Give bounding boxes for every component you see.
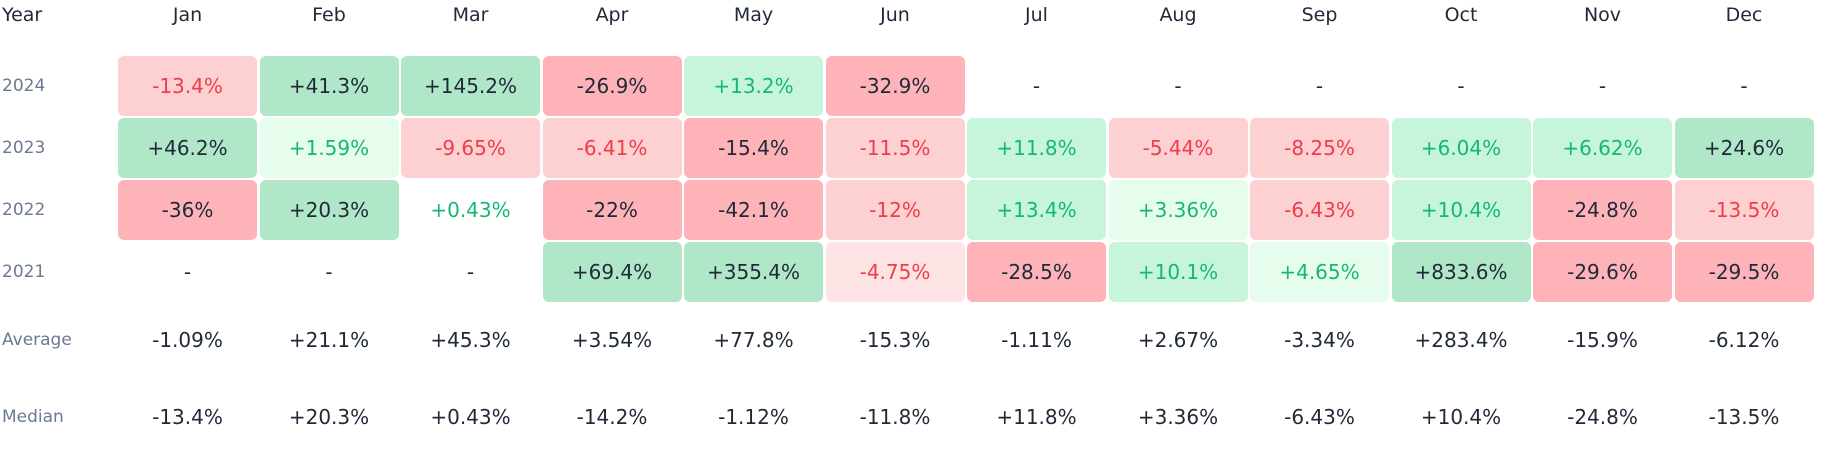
year-label-2023: 2023 bbox=[2, 138, 46, 158]
average-value: +2.67% bbox=[1137, 328, 1219, 352]
median-value: +10.4% bbox=[1420, 405, 1502, 429]
year-label-2022: 2022 bbox=[2, 200, 46, 220]
month-header-may: May bbox=[733, 4, 774, 26]
average-value: -1.09% bbox=[152, 328, 223, 352]
return-cell: -6.43% bbox=[1250, 180, 1389, 240]
return-cell: +145.2% bbox=[401, 56, 540, 116]
month-header-sep: Sep bbox=[1301, 4, 1338, 26]
month-header-mar: Mar bbox=[452, 4, 489, 26]
return-cell: +4.65% bbox=[1250, 242, 1389, 302]
month-header-apr: Apr bbox=[595, 4, 629, 26]
return-cell: - bbox=[1598, 74, 1607, 98]
return-cell: -29.6% bbox=[1533, 242, 1672, 302]
year-column-header: Year bbox=[2, 4, 43, 26]
median-value: -13.5% bbox=[1708, 405, 1780, 429]
return-cell: -32.9% bbox=[825, 56, 965, 116]
return-cell: -22% bbox=[542, 180, 682, 240]
average-value: +283.4% bbox=[1414, 328, 1508, 352]
return-cell: -5.44% bbox=[1108, 118, 1248, 178]
average-value: +3.54% bbox=[571, 328, 653, 352]
median-value: -11.8% bbox=[859, 405, 931, 429]
return-cell: -13.4% bbox=[118, 56, 257, 116]
return-cell: +20.3% bbox=[259, 180, 399, 240]
return-cell: - bbox=[1315, 74, 1324, 98]
return-cell: +355.4% bbox=[684, 242, 823, 302]
median-value: -24.8% bbox=[1567, 405, 1638, 429]
average-value: -6.12% bbox=[1708, 328, 1780, 352]
median-label: Median bbox=[2, 407, 64, 427]
return-cell: - bbox=[1740, 74, 1748, 98]
median-value: -6.43% bbox=[1284, 405, 1355, 429]
average-value: -1.11% bbox=[1001, 328, 1072, 352]
return-cell: -42.1% bbox=[684, 180, 823, 240]
return-cell: +24.6% bbox=[1674, 118, 1814, 178]
return-cell: -28.5% bbox=[967, 242, 1106, 302]
month-header-dec: Dec bbox=[1725, 4, 1763, 26]
average-value: +45.3% bbox=[430, 328, 511, 352]
return-cell: +6.04% bbox=[1391, 118, 1531, 178]
month-header-feb: Feb bbox=[312, 4, 346, 26]
median-value: -13.4% bbox=[152, 405, 223, 429]
return-cell: +11.8% bbox=[967, 118, 1106, 178]
return-cell: -13.5% bbox=[1674, 180, 1814, 240]
return-cell: -8.25% bbox=[1250, 118, 1389, 178]
return-cell: -24.8% bbox=[1533, 180, 1672, 240]
month-header-jan: Jan bbox=[172, 4, 203, 26]
month-header-oct: Oct bbox=[1444, 4, 1478, 26]
return-cell: +41.3% bbox=[259, 56, 399, 116]
month-header-aug: Aug bbox=[1159, 4, 1197, 26]
median-value: +20.3% bbox=[288, 405, 370, 429]
return-cell: +0.43% bbox=[430, 198, 511, 222]
return-cell: -12% bbox=[825, 180, 965, 240]
year-label-2024: 2024 bbox=[2, 76, 46, 96]
return-cell: - bbox=[183, 260, 192, 284]
month-header-jun: Jun bbox=[880, 4, 910, 26]
return-cell: -9.65% bbox=[401, 118, 540, 178]
median-value: -14.2% bbox=[576, 405, 648, 429]
average-value: -15.9% bbox=[1567, 328, 1638, 352]
return-cell: - bbox=[1457, 74, 1465, 98]
average-value: +21.1% bbox=[288, 328, 370, 352]
median-value: -1.12% bbox=[718, 405, 789, 429]
average-value: -15.3% bbox=[859, 328, 931, 352]
return-cell: +46.2% bbox=[118, 118, 257, 178]
year-label-2021: 2021 bbox=[2, 262, 46, 282]
average-value: +77.8% bbox=[713, 328, 794, 352]
return-cell: - bbox=[466, 260, 475, 284]
month-header-nov: Nov bbox=[1583, 4, 1622, 26]
return-cell: -11.5% bbox=[825, 118, 965, 178]
return-cell: +6.62% bbox=[1533, 118, 1672, 178]
median-value: +0.43% bbox=[430, 405, 511, 429]
return-cell: -6.41% bbox=[542, 118, 682, 178]
return-cell: +10.1% bbox=[1108, 242, 1248, 302]
return-cell: -36% bbox=[118, 180, 257, 240]
return-cell: +13.2% bbox=[684, 56, 823, 116]
median-value: +3.36% bbox=[1137, 405, 1219, 429]
return-cell: -4.75% bbox=[825, 242, 965, 302]
return-cell: +1.59% bbox=[259, 118, 399, 178]
return-cell: - bbox=[325, 260, 333, 284]
return-cell: +69.4% bbox=[542, 242, 682, 302]
return-cell: +13.4% bbox=[967, 180, 1106, 240]
return-cell: -26.9% bbox=[542, 56, 682, 116]
average-value: -3.34% bbox=[1284, 328, 1355, 352]
return-cell: - bbox=[1174, 74, 1182, 98]
return-cell: +10.4% bbox=[1391, 180, 1531, 240]
median-value: +11.8% bbox=[996, 405, 1077, 429]
return-cell: +833.6% bbox=[1391, 242, 1531, 302]
return-cell: - bbox=[1032, 74, 1041, 98]
return-cell: +3.36% bbox=[1108, 180, 1248, 240]
average-label: Average bbox=[2, 330, 72, 350]
return-cell: -15.4% bbox=[684, 118, 823, 178]
month-header-jul: Jul bbox=[1025, 4, 1048, 26]
return-cell: -29.5% bbox=[1674, 242, 1814, 302]
